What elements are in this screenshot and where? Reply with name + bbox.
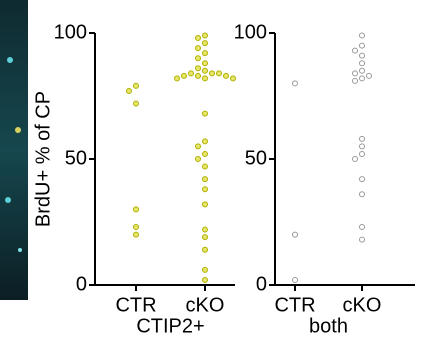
cell (7, 57, 13, 63)
y-tick-label: 0 (256, 273, 267, 295)
data-point (203, 202, 208, 207)
data-point (196, 66, 201, 71)
y-tick-label: 100 (54, 21, 87, 43)
data-point (127, 88, 132, 93)
data-point (360, 136, 365, 141)
x-axis-label: CTIP2+ (136, 315, 204, 337)
data-point (203, 235, 208, 240)
y-tick-label: 0 (76, 273, 87, 295)
x-tick-label: CTR (115, 294, 156, 316)
data-point (360, 144, 365, 149)
data-point (203, 139, 208, 144)
data-point (203, 51, 208, 56)
data-point (353, 48, 358, 53)
data-point (210, 71, 215, 76)
data-point (360, 61, 365, 66)
y-tick-label: 50 (65, 147, 87, 169)
data-point (360, 53, 365, 58)
data-point (134, 232, 139, 237)
data-point (203, 151, 208, 156)
x-tick-label: CTR (274, 294, 315, 316)
data-point (203, 267, 208, 272)
x-tick-label: cKO (343, 294, 382, 316)
data-point (293, 232, 298, 237)
data-point (217, 71, 222, 76)
data-point (189, 71, 194, 76)
data-point (203, 61, 208, 66)
data-point (134, 225, 139, 230)
data-point (203, 247, 208, 252)
data-point (360, 177, 365, 182)
data-point (203, 68, 208, 73)
data-point (196, 144, 201, 149)
microscopy-strip (0, 0, 28, 300)
data-point (196, 157, 201, 162)
data-point (360, 192, 365, 197)
data-point (203, 277, 208, 282)
data-point (293, 81, 298, 86)
data-point (360, 151, 365, 156)
data-point (203, 41, 208, 46)
data-point (134, 83, 139, 88)
data-point (360, 33, 365, 38)
cell (15, 127, 21, 133)
y-tick-label: 50 (245, 147, 267, 169)
figure: 050100BrdU+ % of CPCTRcKOCTIP2+050100CTR… (0, 0, 426, 338)
page: 050100BrdU+ % of CPCTRcKOCTIP2+050100CTR… (0, 0, 426, 338)
data-point (224, 73, 229, 78)
x-axis-label: both (309, 315, 348, 337)
data-point (196, 46, 201, 51)
data-point (203, 76, 208, 81)
y-tick-label: 100 (234, 21, 267, 43)
data-point (175, 76, 180, 81)
data-point (203, 187, 208, 192)
data-point (134, 101, 139, 106)
data-point (360, 237, 365, 242)
data-point (353, 71, 358, 76)
data-point (360, 43, 365, 48)
data-point (134, 207, 139, 212)
data-point (196, 56, 201, 61)
x-tick-label: cKO (186, 294, 225, 316)
data-point (203, 33, 208, 38)
y-axis-label: BrdU+ % of CP (32, 91, 54, 227)
data-point (203, 177, 208, 182)
data-point (203, 111, 208, 116)
cell (5, 197, 11, 203)
data-point (196, 73, 201, 78)
data-point (353, 78, 358, 83)
data-point (360, 68, 365, 73)
data-point (182, 73, 187, 78)
data-point (203, 164, 208, 169)
data-point (203, 227, 208, 232)
data-point (231, 76, 236, 81)
data-point (353, 157, 358, 162)
data-point (293, 277, 298, 282)
data-point (360, 225, 365, 230)
cell (18, 248, 22, 252)
data-point (196, 36, 201, 41)
data-point (367, 73, 372, 78)
data-point (360, 76, 365, 81)
